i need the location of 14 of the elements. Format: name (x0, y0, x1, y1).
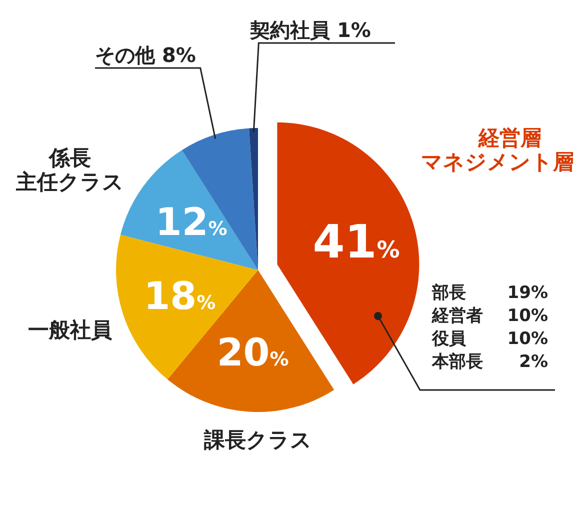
slice-label: 係長主任クラス (15, 146, 124, 194)
text: 部長 19% (432, 283, 548, 303)
text: 役員 10% (432, 329, 548, 349)
data-label: 12% (155, 200, 228, 244)
slice-label: 経営層マネジメント層 (421, 126, 574, 174)
text: 経営者 10% (432, 306, 548, 326)
slice-label: 一般社員 (28, 318, 112, 342)
slice-label: 課長クラス (203, 428, 312, 452)
data-label: 18% (144, 274, 216, 318)
slice-label: その他 8% (95, 43, 196, 67)
data-label: 20% (216, 330, 289, 374)
slice-label: 契約社員 1% (249, 18, 371, 42)
text: 本部長 2% (432, 352, 548, 372)
data-label: 41% (312, 214, 400, 269)
